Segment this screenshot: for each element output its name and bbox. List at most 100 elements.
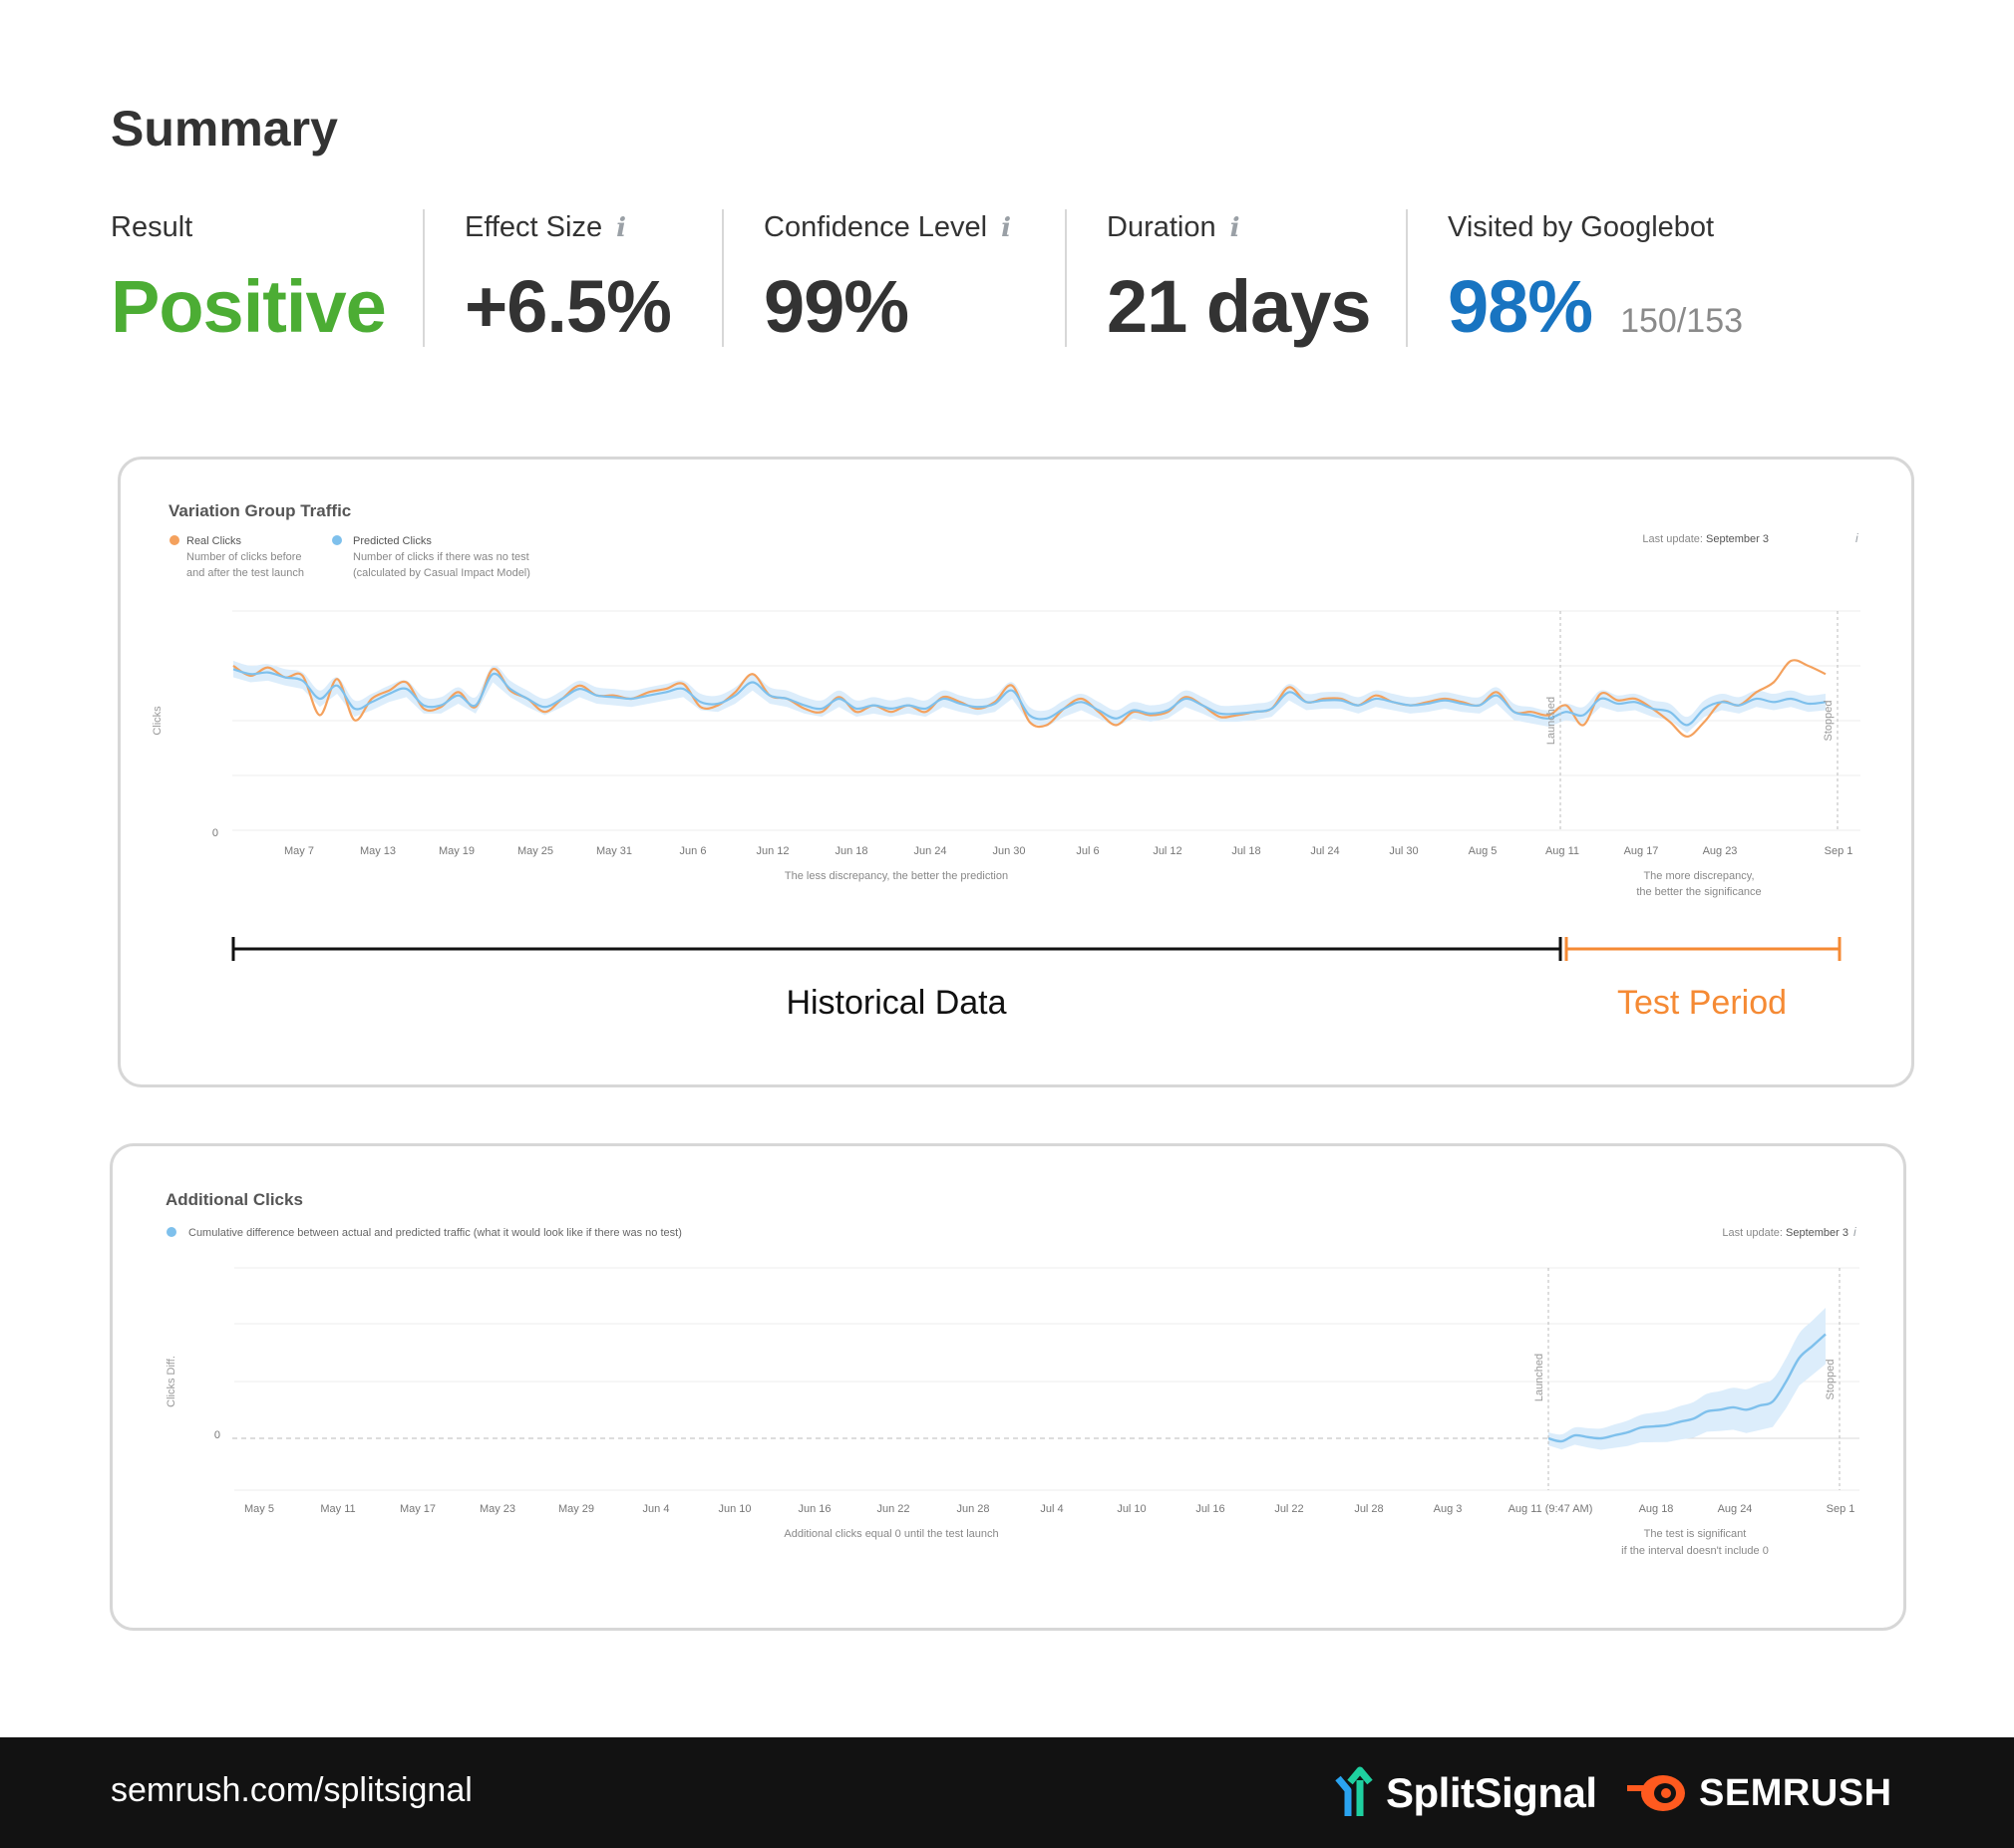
legend-text: Cumulative difference between actual and…: [188, 1227, 682, 1239]
stat-result-value: Positive: [111, 265, 387, 348]
x-tick-label: Sep 1: [1825, 845, 1853, 857]
legend-real-desc: Number of clicks before: [186, 551, 302, 563]
legend-predicted-desc: Number of clicks if there was no test: [353, 551, 529, 563]
test-period-label: Test Period: [1617, 984, 1787, 1022]
stat-confidence-label: Confidence Level: [764, 211, 988, 243]
stat-duration-label: Duration: [1107, 211, 1216, 243]
semrush-wordmark: SEMRUSH: [1699, 1771, 1892, 1814]
x-tick-label: Jul 30: [1389, 845, 1418, 857]
stopped-label: Stopped: [1825, 1360, 1837, 1400]
x-tick-label: Jun 16: [798, 1503, 831, 1515]
x-tick-label: May 13: [360, 845, 396, 857]
footer: semrush.com/splitsignal SplitSignal SEMR…: [0, 1737, 2014, 1848]
info-icon[interactable]: i: [1853, 1225, 1856, 1239]
x-tick-label: Jun 24: [913, 845, 946, 857]
x-tick-label: Jul 12: [1153, 845, 1181, 857]
legend-predicted-name: Predicted Clicks: [353, 535, 432, 547]
x-tick-label: May 25: [517, 845, 553, 857]
y-zero-label: 0: [212, 827, 218, 839]
stat-effect-size-value: +6.5%: [465, 265, 672, 348]
clicks-chart-svg: Additional Clicks Cumulative difference …: [166, 1190, 1859, 1557]
legend-predicted-desc: (calculated by Casual Impact Model): [353, 567, 530, 579]
x-tick-label: Jul 28: [1354, 1503, 1383, 1515]
x-tick-label: May 11: [320, 1503, 355, 1515]
x-tick-label: Sep 1: [1827, 1503, 1855, 1515]
x-axis-ticks: May 7 May 13 May 19 May 25 May 31 Jun 6 Jun 12…: [284, 845, 1852, 857]
x-tick-label: May 29: [558, 1503, 594, 1515]
x-tick-label: May 31: [596, 845, 632, 857]
x-tick-label: Jul 4: [1040, 1503, 1063, 1515]
traffic-chart-card: Variation Group Traffic Real Clicks Numb…: [118, 457, 1914, 1087]
legend-swatch-real: [169, 535, 179, 545]
y-axis-label: Clicks: [152, 706, 164, 736]
stat-result-label: Result: [111, 211, 193, 243]
x-tick-label: May 19: [439, 845, 475, 857]
x-tick-label: Jul 10: [1117, 1503, 1146, 1515]
x-tick-label: Aug 5: [1469, 845, 1498, 857]
y-axis-label: Clicks Diff.: [166, 1356, 177, 1407]
stat-result: Result Positive: [111, 211, 387, 349]
stat-divider: [1065, 209, 1067, 347]
info-icon[interactable]: i: [1001, 212, 1011, 243]
x-tick-label: May 5: [244, 1503, 274, 1515]
x-tick-label: May 23: [480, 1503, 515, 1515]
legend-swatch: [167, 1227, 176, 1237]
stat-googlebot-label: Visited by Googlebot: [1448, 211, 1715, 243]
legend-swatch-predicted: [332, 535, 342, 545]
x-tick-label: May 17: [400, 1503, 436, 1515]
legend-real-desc: and after the test launch: [186, 567, 304, 579]
x-tick-label: Jun 6: [680, 845, 707, 857]
note-right: The test is significant: [1644, 1528, 1747, 1540]
x-tick-label: Jul 18: [1231, 845, 1260, 857]
cumulative-diff-line: [1547, 1333, 1827, 1443]
stat-divider: [722, 209, 724, 347]
launched-label: Launched: [1533, 1354, 1545, 1401]
chart-series: [232, 659, 1827, 739]
note-right: if the interval doesn't include 0: [1621, 1545, 1769, 1557]
x-tick-label: Jun 18: [835, 845, 867, 857]
note-right: the better the significance: [1636, 886, 1761, 898]
stat-confidence: Confidence Level i 99%: [764, 211, 1011, 349]
footer-url[interactable]: semrush.com/splitsignal: [111, 1771, 473, 1809]
page-title: Summary: [111, 101, 338, 156]
info-icon[interactable]: i: [1229, 212, 1240, 243]
x-tick-label: May 7: [284, 845, 314, 857]
traffic-chart-svg: Variation Group Traffic Real Clicks Numb…: [152, 501, 1860, 1022]
last-update-label: Last update: September 3: [1642, 533, 1769, 545]
historical-data-label: Historical Data: [786, 984, 1006, 1022]
stat-confidence-value: 99%: [764, 265, 909, 348]
x-tick-label: Jun 22: [876, 1503, 909, 1515]
chart-series: [1547, 1308, 1827, 1450]
x-tick-label: Aug 11: [1545, 845, 1579, 857]
stat-googlebot-count: 150/153: [1620, 302, 1744, 340]
x-tick-label: Aug 23: [1703, 845, 1738, 857]
stat-googlebot-value: 98%: [1448, 265, 1593, 348]
legend-real-name: Real Clicks: [186, 535, 242, 547]
x-tick-label: Aug 3: [1434, 1503, 1463, 1515]
x-tick-label: Jul 6: [1076, 845, 1099, 857]
chart-title: Variation Group Traffic: [168, 501, 351, 520]
real-clicks-line: [232, 659, 1827, 739]
stat-divider: [423, 209, 425, 347]
x-tick-label: Aug 17: [1624, 845, 1659, 857]
info-icon[interactable]: i: [616, 212, 626, 243]
splitsignal-wordmark: SplitSignal: [1386, 1769, 1597, 1816]
stopped-label: Stopped: [1823, 701, 1835, 742]
info-icon[interactable]: i: [1855, 531, 1858, 545]
semrush-icon: [1627, 1775, 1685, 1811]
splitsignal-logo: SplitSignal: [1332, 1765, 1597, 1821]
stat-duration-value: 21 days: [1107, 265, 1372, 348]
stat-divider: [1406, 209, 1408, 347]
predicted-clicks-line: [232, 668, 1827, 727]
stat-duration: Duration i 21 days: [1107, 211, 1372, 349]
stat-effect-size-label: Effect Size: [465, 211, 603, 243]
x-tick-label: Jun 12: [756, 845, 789, 857]
x-tick-label: Aug 18: [1639, 1503, 1674, 1515]
x-tick-label: Jul 16: [1195, 1503, 1224, 1515]
stat-googlebot: Visited by Googlebot 98% 150/153: [1448, 211, 1743, 349]
x-tick-label: Aug 11 (9:47 AM): [1509, 1503, 1593, 1515]
clicks-chart-card: Additional Clicks Cumulative difference …: [110, 1143, 1906, 1631]
launched-label: Launched: [1545, 697, 1557, 745]
last-update-label: Last update: September 3: [1722, 1227, 1848, 1239]
prediction-interval: [233, 661, 1826, 734]
